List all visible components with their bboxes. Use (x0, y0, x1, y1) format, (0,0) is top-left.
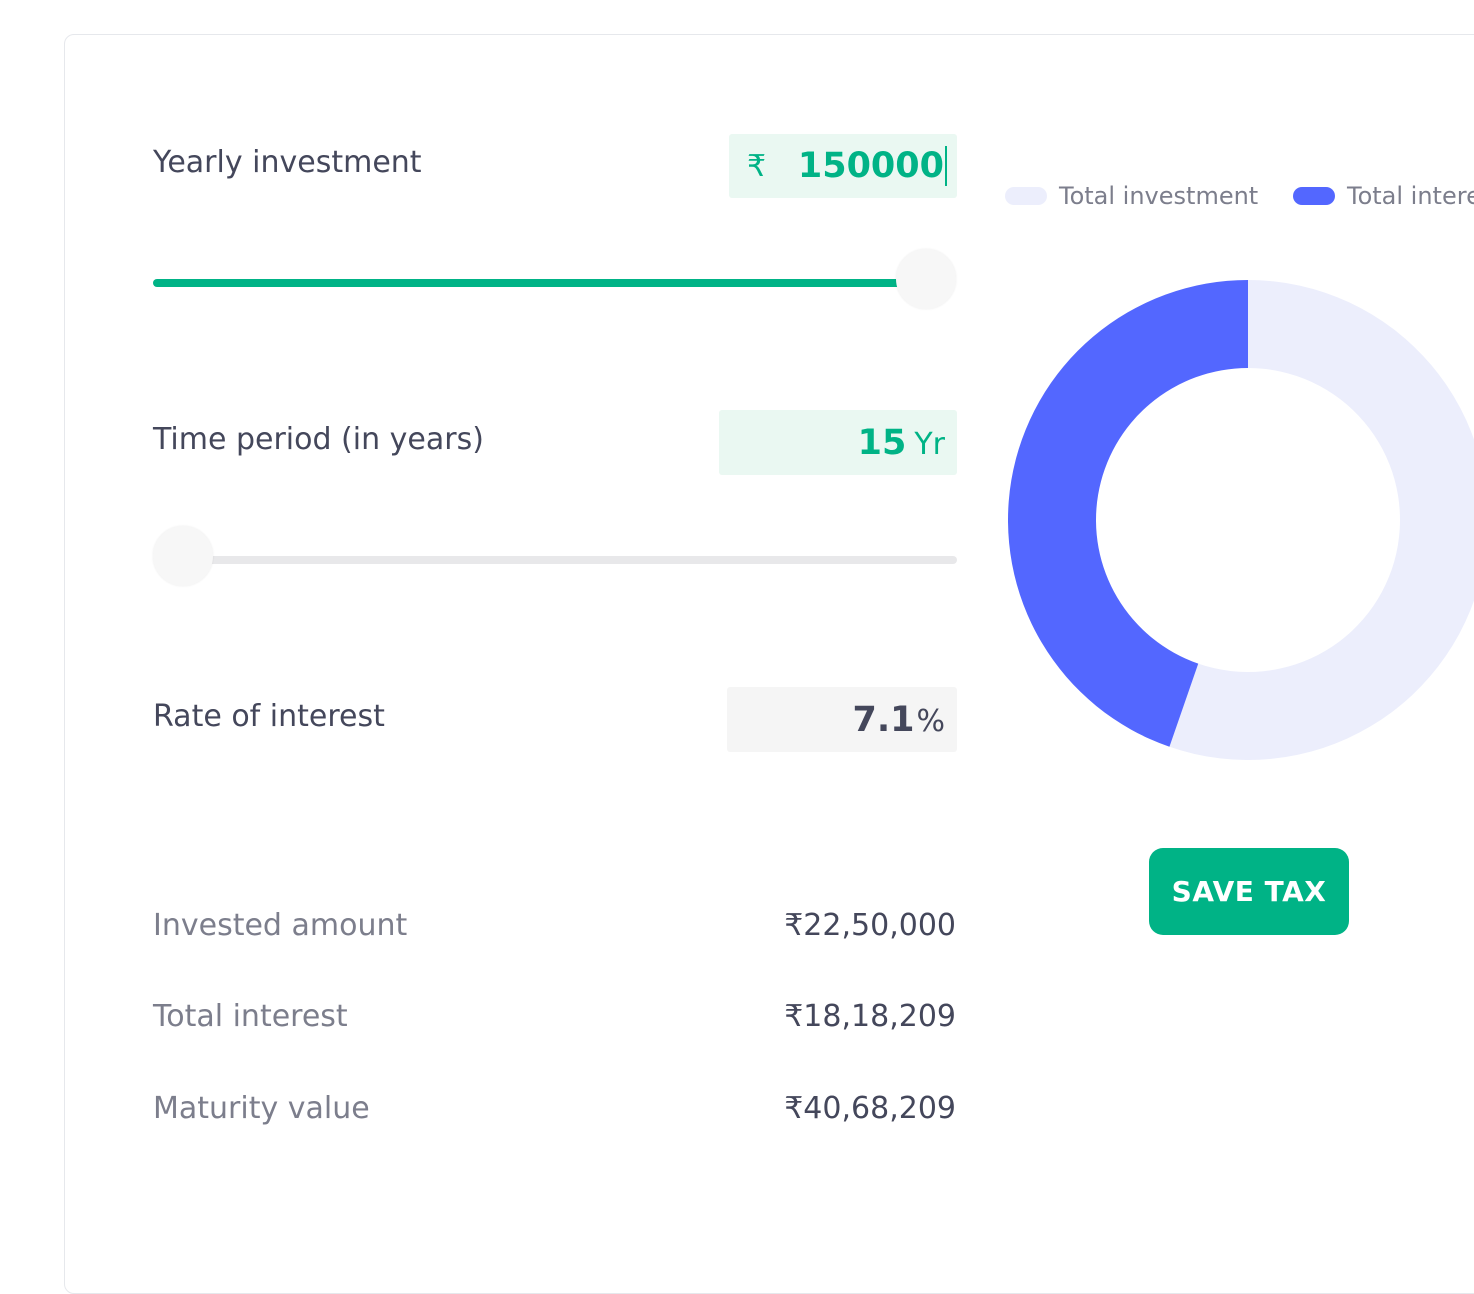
invested-amount-value: ₹22,50,000 (784, 908, 956, 943)
yearly-investment-value[interactable]: 150000 (798, 146, 947, 186)
time-period-label: Time period (in years) (153, 422, 484, 457)
time-period-input[interactable]: 15 Yr (719, 410, 957, 475)
yearly-investment-slider-thumb[interactable] (896, 249, 956, 309)
invested-amount-label: Invested amount (153, 908, 408, 943)
rupee-icon: ₹ (747, 148, 767, 184)
rate-of-interest-value[interactable]: 7.1 (852, 699, 915, 740)
maturity-value-value: ₹40,68,209 (784, 1091, 956, 1126)
calculator-card (64, 34, 1474, 1294)
total-interest-value: ₹18,18,209 (784, 999, 956, 1034)
yearly-investment-input[interactable]: ₹ 150000 (729, 134, 957, 198)
legend-item-total-interest: Total interes (1293, 182, 1474, 210)
maturity-value-label: Maturity value (153, 1091, 370, 1126)
donut-slice-total-investment (1169, 280, 1474, 760)
legend-swatch-total-interest (1293, 187, 1335, 205)
legend-label-total-interest: Total interes (1347, 182, 1474, 210)
yearly-investment-slider[interactable] (153, 279, 933, 287)
donut-slice-total-interest (1008, 280, 1248, 747)
rate-of-interest-unit: % (916, 703, 945, 739)
yearly-investment-label: Yearly investment (153, 145, 422, 180)
time-period-unit: Yr (914, 426, 945, 462)
time-period-value[interactable]: 15 (857, 422, 907, 463)
legend-swatch-total-investment (1005, 187, 1047, 205)
total-interest-label: Total interest (153, 999, 348, 1034)
legend-label-total-investment: Total investment (1059, 182, 1259, 210)
time-period-slider-thumb[interactable] (153, 526, 213, 586)
donut-chart (1008, 280, 1474, 760)
time-period-slider[interactable] (180, 556, 957, 564)
rate-of-interest-label: Rate of interest (153, 699, 385, 734)
legend-item-total-investment: Total investment (1005, 182, 1258, 210)
save-tax-button[interactable]: SAVE TAX (1149, 848, 1349, 935)
rate-of-interest-input[interactable]: 7.1% (727, 687, 957, 752)
